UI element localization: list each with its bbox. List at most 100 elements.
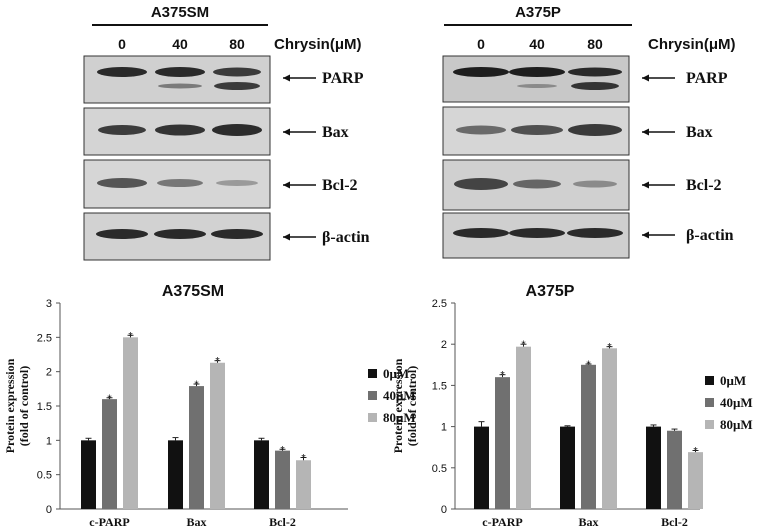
chart-title: A375SM [162, 283, 224, 300]
legend-swatch [705, 376, 714, 385]
treatment-label: Chrysin(μM) [274, 36, 362, 53]
significance-star: * [107, 393, 112, 405]
chart-title: A375P [526, 283, 575, 300]
dose-label: 40 [172, 36, 188, 52]
band [517, 84, 557, 88]
band [513, 179, 561, 189]
arrow-head [642, 231, 649, 239]
legend-swatch [368, 391, 377, 400]
bar [81, 440, 96, 509]
x-tick-label: Bcl-2 [661, 515, 688, 529]
significance-star: * [128, 330, 133, 342]
band [453, 67, 509, 77]
dose-label: 0 [118, 36, 126, 52]
band [158, 83, 202, 89]
band [568, 67, 622, 77]
dose-label: 40 [529, 36, 545, 52]
band [567, 228, 623, 238]
bar-chart-a375p: A375P 0 0.5 1 1.5 2 2.5 Protein expression (fold… [391, 283, 753, 529]
x-tick-label: c-PARP [482, 515, 522, 529]
band [571, 82, 619, 90]
bar [210, 362, 225, 509]
y-tick-label: 1 [441, 422, 447, 434]
y-axis-label: (fold of control) [17, 366, 31, 446]
x-tick-label: Bax [578, 515, 598, 529]
blot-panel-a375sm: A375SM 0 40 80 Chrysin(μM) [83, 4, 370, 261]
y-axis-label: Protein expression [3, 358, 17, 453]
legend-label: 0μM [720, 373, 746, 388]
legend-label: 40μM [720, 395, 753, 410]
protein-label: Bcl-2 [686, 177, 722, 194]
arrow-head [283, 128, 290, 136]
y-tick-label: 0.5 [432, 463, 447, 475]
bar [189, 386, 204, 509]
bar [123, 337, 138, 509]
x-tick-label: Bax [186, 515, 206, 529]
arrow-head [642, 74, 649, 82]
significance-star: * [215, 356, 220, 368]
bar [474, 426, 489, 509]
significance-star: * [521, 339, 526, 351]
y-tick-label: 2 [46, 367, 52, 379]
band [511, 125, 563, 135]
bar [275, 450, 290, 509]
protein-label: β-actin [686, 227, 734, 244]
protein-label: Bax [322, 124, 349, 141]
protein-label: PARP [686, 70, 728, 87]
legend-label: 0μM [383, 366, 409, 381]
significance-star: * [607, 342, 612, 354]
y-tick-label: 0.5 [37, 470, 52, 482]
significance-star: * [586, 359, 591, 371]
legend-label: 80μM [720, 417, 753, 432]
arrow-head [642, 181, 649, 189]
band [97, 178, 147, 188]
band [568, 124, 622, 136]
protein-label: Bax [686, 124, 713, 141]
y-tick-label: 0 [46, 504, 52, 516]
blot-box-parp [83, 55, 271, 104]
y-axis-label: (fold of control) [405, 366, 419, 446]
band [154, 229, 206, 239]
bar [495, 377, 510, 509]
legend-swatch [368, 413, 377, 422]
arrow-head [642, 128, 649, 136]
band [211, 229, 263, 239]
bar [254, 440, 269, 509]
y-axis-label: Protein expression [391, 358, 405, 453]
band [96, 229, 148, 239]
x-tick-label: c-PARP [89, 515, 129, 529]
band [98, 125, 146, 135]
protein-label: PARP [322, 70, 364, 87]
bar [602, 348, 617, 509]
treatment-label: Chrysin(μM) [648, 36, 736, 53]
legend-swatch [705, 398, 714, 407]
significance-star: * [280, 444, 285, 456]
bar [646, 426, 661, 509]
y-tick-label: 1 [46, 435, 52, 447]
dose-label: 80 [229, 36, 245, 52]
blot-box-parp [442, 55, 630, 103]
y-tick-label: 2.5 [37, 332, 52, 344]
band [155, 67, 205, 77]
blot-panel-a375p: A375P 0 40 80 Chrysin(μM) [442, 4, 736, 259]
y-tick-label: 2 [441, 339, 447, 351]
blot-title-a375p: A375P [515, 4, 561, 21]
y-tick-label: 0 [441, 504, 447, 516]
band [155, 124, 205, 136]
dose-label: 80 [587, 36, 603, 52]
band [214, 82, 260, 90]
significance-star: * [301, 453, 306, 465]
blot-title-a375sm: A375SM [151, 4, 209, 21]
band [157, 179, 203, 187]
bar [560, 426, 575, 509]
significance-star: * [500, 370, 505, 382]
band [213, 67, 261, 77]
bar [667, 430, 682, 509]
band [216, 180, 258, 186]
band [212, 124, 262, 136]
legend-swatch [368, 369, 377, 378]
bar [296, 460, 311, 509]
x-tick-label: Bcl-2 [269, 515, 296, 529]
bar [102, 399, 117, 509]
arrow-head [283, 181, 290, 189]
